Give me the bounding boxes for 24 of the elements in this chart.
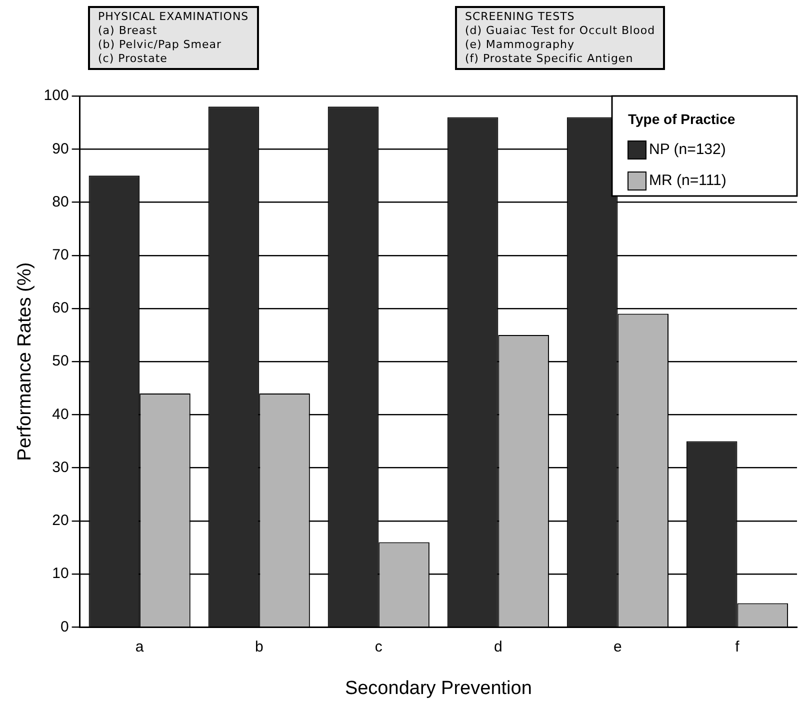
y-tick-label: 10 [52,565,69,582]
x-tick-label: f [735,638,740,656]
y-tick-label: 0 [60,618,69,636]
x-tick-label: c [374,638,383,656]
y-tick-label: 40 [52,406,69,423]
y-tick-label: 60 [52,300,69,317]
y-tick-label: 90 [52,140,69,158]
y-tick-label: 30 [52,458,69,476]
y-tick-label: 50 [52,352,69,370]
x-tick-label: e [614,638,622,656]
y-tick-label: 100 [44,87,69,104]
y-axis-title: Performance Rates (%) [14,262,36,461]
y-tick-label: 70 [52,246,69,264]
text: SCREENING TESTS (d) Guaiac Test for Occult Blood (e) Mammography (f) Prostate Specific Antigen [455,6,666,70]
x-axis-title: Secondary Prevention [344,678,532,699]
y-tick-label: 80 [52,193,69,210]
x-tick-label: b [254,638,264,656]
x-tick-label: d [494,638,502,656]
text: PHYSICAL EXAMINATIONS (a) Breast (b) Pelvic/Pap Smear (c) Prostate [88,6,259,70]
x-tick-label: a [135,638,144,656]
legend-title: Type of Practice [628,110,736,127]
legend-label: NP (n=132) [649,141,726,158]
legend-label: MR (n=111) [649,172,726,190]
y-tick-label: 20 [52,512,69,530]
